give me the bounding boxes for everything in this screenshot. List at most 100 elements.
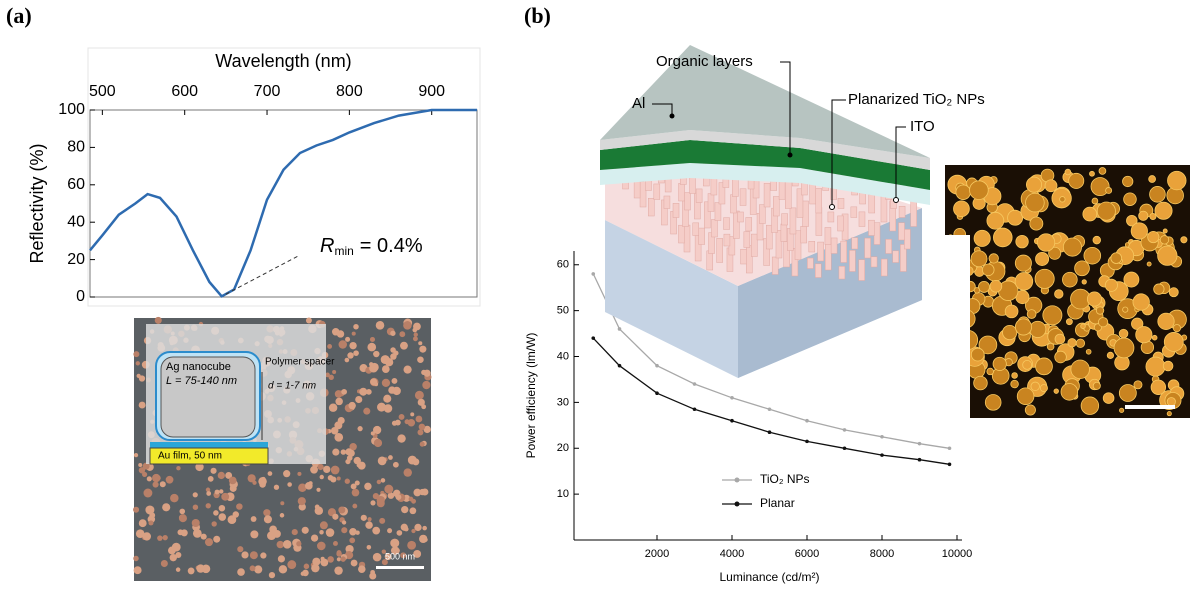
particle — [1064, 168, 1072, 176]
pillar — [851, 237, 858, 250]
nanocube-dot — [297, 497, 306, 506]
nanocube-dot — [145, 505, 155, 515]
pillar — [808, 241, 816, 253]
nanocube-dot — [357, 461, 366, 470]
x-tick-label: 500 — [89, 83, 116, 100]
particle — [1070, 359, 1090, 379]
pillar — [707, 193, 715, 212]
particle — [969, 180, 989, 200]
x-tick-label: 10000 — [942, 548, 973, 560]
nanocube-dot — [376, 495, 385, 505]
nanocube-dot — [280, 501, 285, 506]
nanocube-dot — [410, 412, 415, 417]
pillar — [763, 183, 771, 208]
particle — [1080, 396, 1100, 415]
al-edge — [600, 130, 930, 170]
nanocube-dot — [283, 470, 291, 478]
nanocube-dot — [138, 463, 143, 468]
data-point — [880, 434, 884, 439]
nanocube-dot — [373, 438, 383, 448]
nanocube-dot — [298, 503, 306, 511]
legend-label: TiO₂ NPs — [760, 472, 810, 486]
particle — [1119, 407, 1125, 413]
y-tick-label: 0 — [76, 288, 85, 305]
nanocube-dot — [355, 530, 360, 535]
pillar — [695, 188, 703, 203]
particle — [1036, 233, 1056, 252]
nanocube-dot — [276, 540, 284, 549]
nanocube-dot — [380, 355, 390, 365]
nanocube-dot — [392, 386, 401, 396]
nanocube-dot — [364, 482, 372, 491]
nanocube-dot — [367, 517, 372, 522]
y-tick-label: 40 — [557, 350, 569, 362]
pillar — [898, 222, 905, 241]
pillar — [838, 266, 846, 280]
nanocube-dot — [133, 555, 139, 562]
nanocube-dot — [403, 321, 412, 330]
nanocube-dot — [413, 550, 422, 558]
nanocube-dot — [332, 370, 337, 375]
nanocube-dot — [263, 515, 272, 524]
particle — [1010, 379, 1019, 389]
y-tick-label: 10 — [557, 488, 569, 500]
inset-label: Polymer spacer — [265, 357, 335, 368]
nanocube-dot — [319, 530, 324, 535]
nanocube-dot — [298, 483, 307, 493]
pillar — [698, 227, 705, 245]
nanocube-dot — [423, 537, 428, 542]
x-tick-label: 4000 — [720, 548, 744, 560]
nanocube-dot — [417, 398, 425, 406]
nanocube-dot — [411, 528, 416, 534]
data-point — [842, 428, 847, 432]
nanocube-dot — [338, 340, 347, 349]
nanocube-dot — [254, 565, 263, 574]
pillar — [858, 259, 865, 281]
nanocube-dot — [345, 448, 353, 456]
nanocube-dot — [412, 336, 418, 342]
nanocube-dot — [383, 404, 393, 413]
nanocube-dot — [310, 534, 319, 542]
nanocube-dot — [393, 462, 398, 468]
nanocube-dot — [205, 487, 211, 493]
nanocube-dot — [350, 483, 357, 490]
scale-bar — [1125, 405, 1175, 409]
nanocube-dot — [331, 328, 340, 336]
nanocube-dot — [133, 351, 140, 358]
data-point — [805, 439, 809, 444]
pillar — [837, 215, 844, 232]
nanocube-dot — [133, 566, 142, 575]
nanocube-dot — [349, 528, 357, 536]
plot-frame — [89, 109, 478, 298]
nanocube-dot — [327, 556, 334, 563]
particle — [982, 263, 995, 277]
nanocube-dot — [414, 390, 424, 400]
nanocube-dot — [387, 492, 395, 499]
data-point — [947, 446, 952, 451]
ito-layer — [600, 163, 930, 205]
nanocube-dot — [143, 488, 153, 498]
particle — [1162, 360, 1174, 372]
nanocube-dot — [236, 503, 243, 510]
nanocube-dot — [355, 395, 363, 404]
leader-dot — [669, 113, 675, 119]
particle — [992, 356, 1007, 371]
pillar — [692, 222, 700, 236]
particle — [1081, 279, 1087, 285]
nanocube-dot — [421, 369, 427, 376]
particle — [1123, 271, 1140, 288]
particle — [978, 335, 998, 355]
nanocube-dot — [403, 468, 412, 477]
nanocube-dot — [175, 567, 181, 572]
nanocube-dot — [160, 560, 168, 568]
nanocube-dot — [268, 571, 276, 579]
particle — [1133, 380, 1143, 390]
annotation-part: R — [320, 235, 334, 257]
nanocube-dot — [218, 504, 226, 512]
nanocube-dot — [352, 503, 358, 509]
particle — [1035, 251, 1050, 266]
particle — [973, 375, 988, 391]
nanocube-dot — [138, 401, 146, 409]
